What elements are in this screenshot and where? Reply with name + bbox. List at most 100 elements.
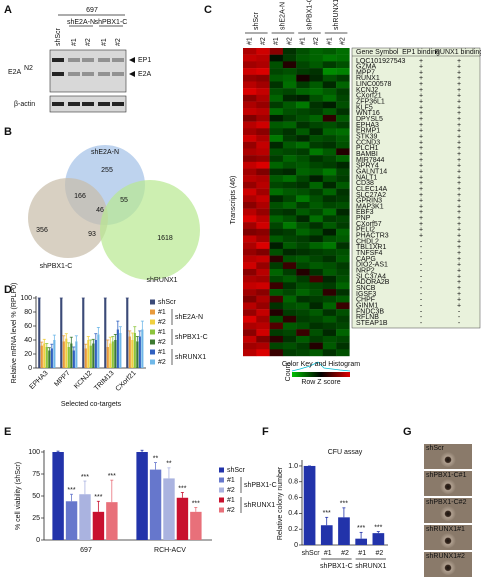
heatmap-cell: [336, 181, 350, 189]
legend-group-label: shRUNX1: [175, 354, 206, 361]
heatmap-cell: [296, 208, 310, 216]
binding-cell: +: [457, 267, 461, 274]
heatmap-cell: [296, 322, 310, 330]
heatmap-cell: [243, 295, 257, 303]
significance: ***: [94, 494, 102, 501]
heatmap-cell: [322, 248, 337, 256]
heatmap-cell: [336, 48, 350, 55]
heatmap-cell: [243, 255, 257, 263]
significance: ***: [108, 473, 116, 480]
heatmap-cell: [296, 309, 310, 317]
bar: [131, 340, 134, 368]
heatmap-group: shPBX1-C: [306, 0, 313, 30]
binding-cell: +: [457, 221, 461, 228]
heatmap-cell: [309, 168, 323, 176]
heatmap-cell: [322, 289, 337, 296]
y-tick-label: 50: [32, 493, 40, 500]
gene-symbol: CAPG: [356, 256, 376, 263]
panel-label: B: [4, 126, 12, 138]
heatmap-cell: [269, 121, 284, 129]
gene-symbol: NRP2: [356, 267, 375, 274]
venn-set-label: shPBX1-C: [40, 263, 73, 270]
heatmap-cell: [322, 48, 337, 55]
lane-label: #1: [101, 38, 108, 46]
heatmap-cell: [296, 161, 310, 169]
heatmap-cell: [322, 302, 337, 310]
heatmap-cell: [256, 74, 270, 82]
heatmap-cell: [282, 74, 297, 82]
heatmap-cell: [322, 175, 337, 183]
blot-band: [52, 58, 64, 62]
heatmap-cell: [296, 342, 310, 350]
heatmap-cell: [336, 309, 350, 317]
binding-cell: +: [457, 157, 461, 164]
heatmap-cell: [282, 275, 297, 283]
significance: ***: [374, 524, 382, 531]
heatmap-cell: [296, 222, 310, 229]
heatmap-cell: [243, 215, 257, 223]
heatmap-cell: [336, 141, 350, 149]
heatmap-cell: [282, 255, 297, 263]
gene-symbol: PLCH1: [356, 145, 379, 152]
heatmap-cell: [336, 88, 350, 96]
blot-band: [68, 72, 80, 76]
binding-cell: +: [419, 227, 423, 234]
heatmap-replicate: #2: [313, 37, 320, 45]
binding-cell: +: [419, 180, 423, 187]
heatmap-cell: [282, 128, 297, 136]
binding-cell: -: [420, 273, 423, 280]
legend-label: shScr: [227, 467, 246, 474]
heatmap-cell: [336, 289, 350, 296]
heatmap-cell: [282, 289, 297, 296]
heatmap-cell: [243, 302, 257, 310]
heatmap-cell: [296, 128, 310, 136]
bar: [141, 329, 144, 368]
blot-band: [52, 102, 64, 106]
binding-cell: +: [419, 99, 423, 106]
heatmap-cell: [322, 315, 337, 323]
heatmap-cell: [269, 114, 284, 122]
heatmap-cell: [282, 295, 297, 303]
gene-symbol: LOC101927543: [356, 58, 406, 65]
band-label: EP1: [138, 57, 151, 64]
heatmap-cell: [269, 282, 284, 290]
heatmap-cell: [256, 81, 270, 89]
binding-cell: +: [457, 58, 461, 65]
heatmap-cell: [269, 181, 284, 189]
blot-band: [112, 72, 124, 76]
legend-label: #1: [158, 309, 166, 316]
binding-cell: +: [457, 64, 461, 71]
significance: ***: [323, 510, 331, 517]
legend-swatch: [219, 497, 224, 503]
gene-symbol: KLF5: [356, 104, 373, 111]
heatmap-cell: [282, 349, 297, 357]
heatmap-cell: [296, 262, 310, 270]
heatmap-cell: [269, 68, 284, 75]
heatmap-cell: [282, 208, 297, 216]
heatmap-cell: [336, 262, 350, 270]
legend-label: shScr: [158, 299, 177, 306]
heatmap-cell: [256, 54, 270, 62]
heatmap-cell: [243, 235, 257, 243]
bar: [52, 452, 64, 540]
heatmap-cell: [282, 101, 297, 109]
y-axis-label: % cell viability (shScr): [15, 462, 22, 530]
binding-cell: +: [457, 198, 461, 205]
binding-cell: +: [457, 227, 461, 234]
heatmap-cell: [256, 181, 270, 189]
heatmap-cell: [256, 289, 270, 296]
heatmap-cell: [296, 175, 310, 183]
legend-label: #1: [158, 349, 166, 356]
binding-cell: +: [457, 104, 461, 111]
heatmap-cell: [336, 114, 350, 122]
heatmap-cell: [309, 48, 323, 55]
heatmap-cell: [309, 181, 323, 189]
heatmap-cell: [256, 161, 270, 169]
binding-cell: +: [457, 192, 461, 199]
heatmap-cell: [243, 248, 257, 256]
heatmap-cell: [322, 155, 337, 163]
heatmap-cell: [309, 141, 323, 149]
heatmap-cell: [269, 242, 284, 250]
binding-cell: +: [457, 291, 461, 298]
